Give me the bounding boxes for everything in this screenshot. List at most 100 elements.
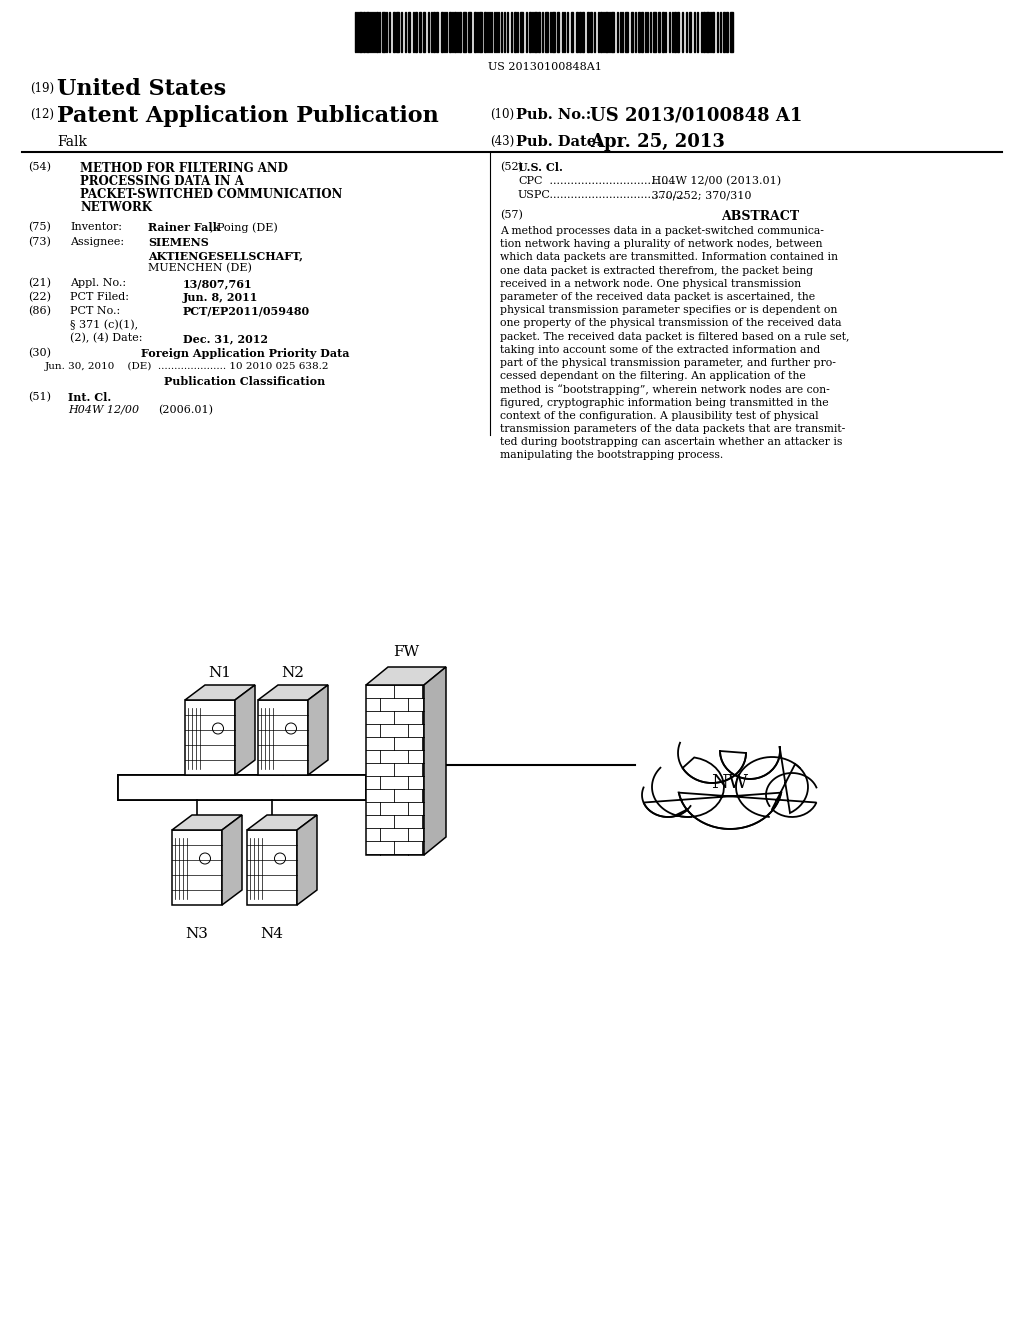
Text: PACKET-SWITCHED COMMUNICATION: PACKET-SWITCHED COMMUNICATION <box>80 187 342 201</box>
Text: manipulating the bootstrapping process.: manipulating the bootstrapping process. <box>500 450 723 461</box>
Text: tion network having a plurality of network nodes, between: tion network having a plurality of netwo… <box>500 239 822 249</box>
Bar <box>674 12 676 51</box>
Bar <box>474 12 476 51</box>
Bar <box>436 12 438 51</box>
Bar <box>520 12 523 51</box>
Bar <box>449 12 451 51</box>
Text: transmission parameters of the data packets that are transmit-: transmission parameters of the data pack… <box>500 424 845 434</box>
Text: § 371 (c)(1),: § 371 (c)(1), <box>70 319 138 330</box>
Bar <box>605 12 608 51</box>
Polygon shape <box>185 685 255 700</box>
Bar <box>479 12 482 51</box>
Text: .......................................: ....................................... <box>546 190 686 201</box>
Bar <box>545 12 548 51</box>
Bar <box>723 12 725 51</box>
Bar <box>552 12 555 51</box>
Text: (22): (22) <box>28 292 51 302</box>
Bar <box>625 12 628 51</box>
Bar <box>538 12 540 51</box>
Text: 370/252; 370/310: 370/252; 370/310 <box>648 190 752 201</box>
Bar <box>258 700 308 775</box>
Text: (10): (10) <box>490 108 514 121</box>
Bar <box>689 12 691 51</box>
Text: ....................................: .................................... <box>546 176 676 186</box>
Bar <box>712 12 714 51</box>
Bar <box>590 12 592 51</box>
Text: Int. Cl.: Int. Cl. <box>68 392 112 403</box>
Bar <box>423 12 425 51</box>
Text: U.S. Cl.: U.S. Cl. <box>518 162 563 173</box>
Polygon shape <box>643 746 816 829</box>
Bar <box>433 12 435 51</box>
Polygon shape <box>172 814 242 830</box>
Bar <box>419 12 421 51</box>
Text: context of the configuration. A plausibility test of physical: context of the configuration. A plausibi… <box>500 411 818 421</box>
Text: one data packet is extracted therefrom, the packet being: one data packet is extracted therefrom, … <box>500 265 813 276</box>
Text: parameter of the received data packet is ascertained, the: parameter of the received data packet is… <box>500 292 815 302</box>
Text: Pub. No.:: Pub. No.: <box>516 108 591 121</box>
Bar <box>454 12 456 51</box>
Bar <box>118 775 435 800</box>
Ellipse shape <box>736 756 808 817</box>
Text: (54): (54) <box>28 162 51 173</box>
Text: SIEMENS: SIEMENS <box>148 238 209 248</box>
Text: PROCESSING DATA IN A: PROCESSING DATA IN A <box>80 176 244 187</box>
Bar <box>408 12 410 51</box>
Text: method is “bootstrapping”, wherein network nodes are con-: method is “bootstrapping”, wherein netwo… <box>500 384 829 395</box>
Polygon shape <box>247 814 317 830</box>
Text: Patent Application Publication: Patent Application Publication <box>57 106 438 127</box>
Text: (75): (75) <box>28 222 51 232</box>
Text: Dec. 31, 2012: Dec. 31, 2012 <box>183 333 268 345</box>
Text: taking into account some of the extracted information and: taking into account some of the extracte… <box>500 345 820 355</box>
Text: Falk: Falk <box>57 135 87 149</box>
Ellipse shape <box>642 774 694 817</box>
Bar <box>587 12 589 51</box>
Text: CPC: CPC <box>518 176 543 186</box>
Bar <box>600 12 602 51</box>
Ellipse shape <box>678 723 746 783</box>
Text: US 2013/0100848 A1: US 2013/0100848 A1 <box>590 107 803 125</box>
Text: (86): (86) <box>28 306 51 317</box>
Text: (21): (21) <box>28 279 51 288</box>
Bar <box>396 12 399 51</box>
Text: cessed dependant on the filtering. An application of the: cessed dependant on the filtering. An ap… <box>500 371 806 381</box>
Text: Appl. No.:: Appl. No.: <box>70 279 126 288</box>
Text: (57): (57) <box>500 210 523 220</box>
Text: Assignee:: Assignee: <box>70 238 124 247</box>
Text: (19): (19) <box>30 82 54 95</box>
Polygon shape <box>424 667 446 855</box>
Text: packet. The received data packet is filtered based on a rule set,: packet. The received data packet is filt… <box>500 331 850 342</box>
Text: N4: N4 <box>260 927 284 941</box>
Bar <box>366 685 424 855</box>
Text: United States: United States <box>57 78 226 100</box>
Text: 13/807,761: 13/807,761 <box>183 279 253 289</box>
Text: PCT Filed:: PCT Filed: <box>70 292 129 302</box>
Bar <box>611 12 614 51</box>
Text: Pub. Date:: Pub. Date: <box>516 135 602 149</box>
Text: H04W 12/00: H04W 12/00 <box>68 405 139 414</box>
Text: (2006.01): (2006.01) <box>158 405 213 416</box>
Bar <box>631 12 633 51</box>
Bar <box>376 12 378 51</box>
Bar <box>582 12 584 51</box>
Text: ted during bootstrapping can ascertain whether an attacker is: ted during bootstrapping can ascertain w… <box>500 437 843 447</box>
Text: Jun. 30, 2010    (DE)  ..................... 10 2010 025 638.2: Jun. 30, 2010 (DE) .....................… <box>45 362 330 371</box>
Bar <box>441 12 443 51</box>
Text: PCT/EP2011/059480: PCT/EP2011/059480 <box>183 306 310 317</box>
Text: (43): (43) <box>490 135 514 148</box>
Text: physical transmission parameter specifies or is dependent on: physical transmission parameter specifie… <box>500 305 838 315</box>
Bar <box>575 12 578 51</box>
Bar <box>366 12 369 51</box>
Text: figured, cryptographic information being transmitted in the: figured, cryptographic information being… <box>500 397 828 408</box>
Bar <box>118 775 366 800</box>
Text: A method processes data in a packet-switched communica-: A method processes data in a packet-swit… <box>500 226 824 236</box>
Bar <box>571 12 573 51</box>
Bar <box>658 12 660 51</box>
Text: received in a network node. One physical transmission: received in a network node. One physical… <box>500 279 801 289</box>
Text: US 20130100848A1: US 20130100848A1 <box>488 62 602 73</box>
Text: Foreign Application Priority Data: Foreign Application Priority Data <box>140 348 349 359</box>
Text: Rainer Falk: Rainer Falk <box>148 222 220 234</box>
Bar <box>463 12 466 51</box>
Bar <box>185 700 234 775</box>
Polygon shape <box>297 814 317 906</box>
